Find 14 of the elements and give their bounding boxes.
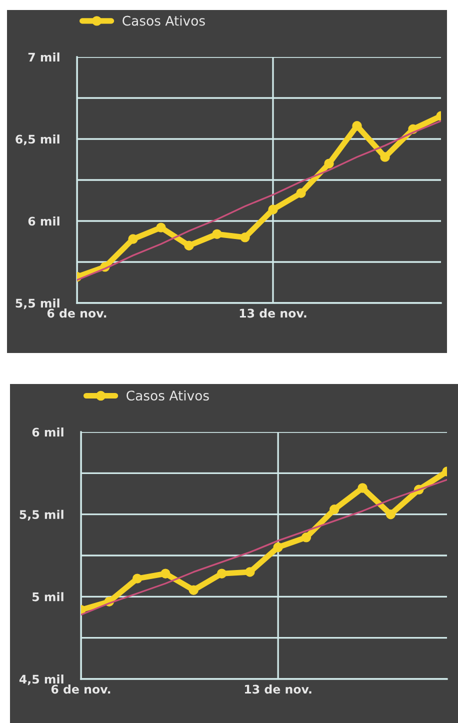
x-tick-label: 6 de nov. <box>47 308 106 318</box>
x-tick-label: 13 de nov. <box>240 308 306 318</box>
y-tick-label: 5,5 mil <box>16 298 60 310</box>
y-tick-label: 4,5 mil <box>19 674 64 686</box>
legend-label: Casos Ativos <box>126 390 209 401</box>
y-tick-label: 6,5 mil <box>16 134 60 146</box>
y-tick-label: 6 mil <box>28 216 60 226</box>
y-tick-label: 6 mil <box>32 428 64 437</box>
legend-label: Casos Ativos <box>122 16 205 26</box>
y-tick-label: 5,5 mil <box>20 510 64 520</box>
y-tick-label: 7 mil <box>28 52 60 62</box>
x-tick-label: 6 de nov. <box>51 684 110 694</box>
y-tick-label: 5 mil <box>32 592 64 602</box>
x-tick-label: 13 de nov. <box>244 684 312 694</box>
